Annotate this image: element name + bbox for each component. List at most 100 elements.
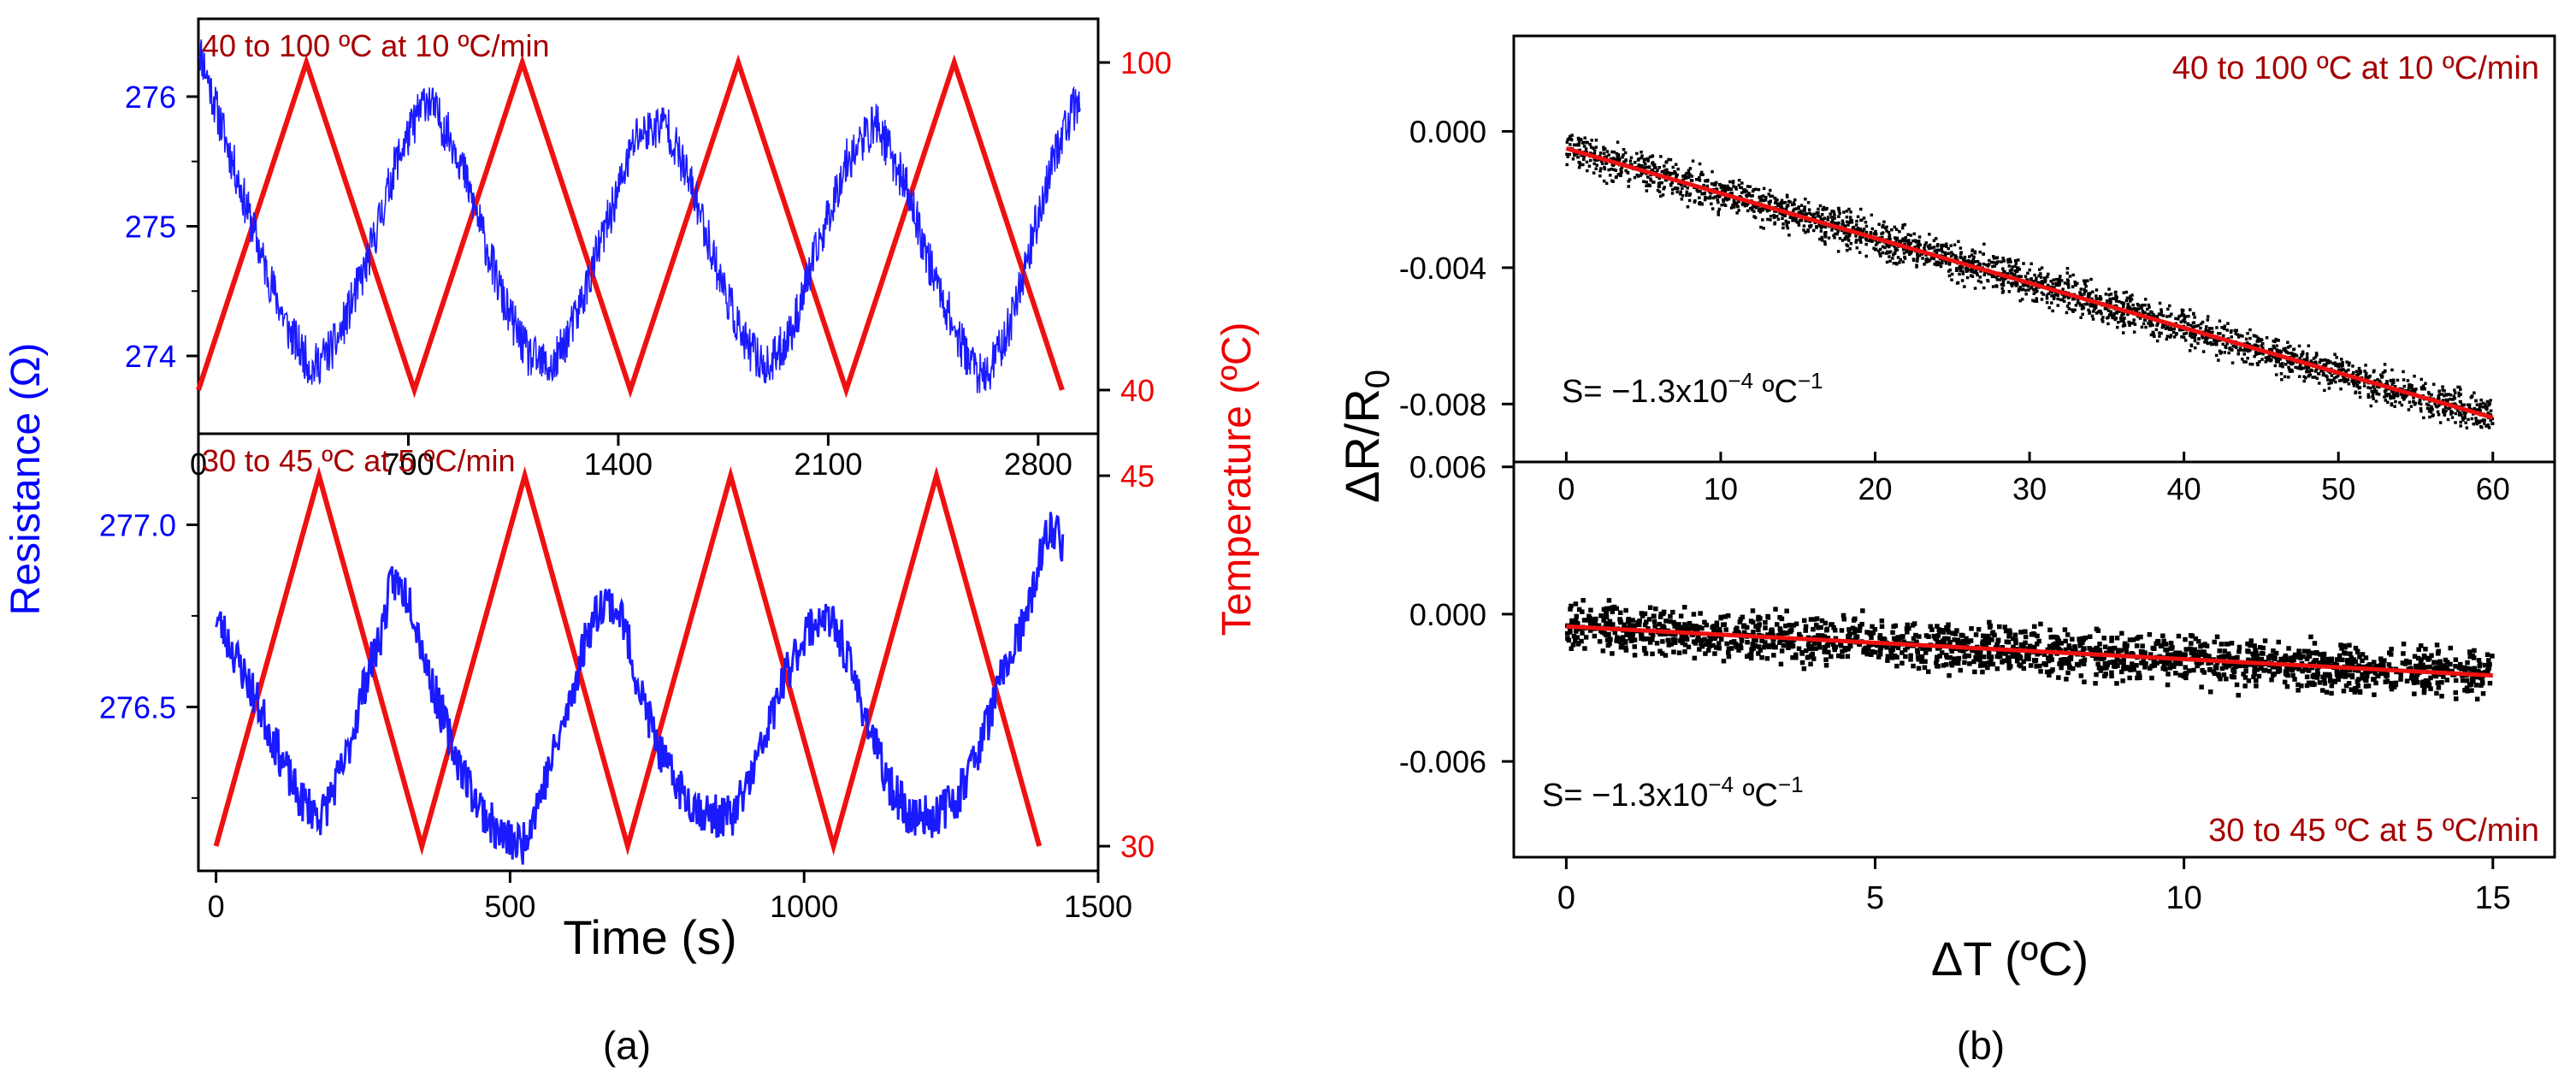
scatter-point bbox=[1570, 133, 1574, 137]
scatter-point bbox=[1611, 180, 1615, 183]
scatter-point bbox=[1953, 631, 1959, 636]
scatter-point bbox=[1753, 637, 1758, 643]
scatter-point bbox=[1991, 264, 1994, 269]
scatter-point bbox=[2070, 636, 2075, 642]
scatter-point bbox=[2038, 268, 2041, 271]
scatter-point bbox=[1580, 141, 1585, 145]
scatter-point bbox=[2061, 287, 2065, 291]
scatter-point bbox=[2335, 356, 2338, 359]
scatter-point bbox=[1822, 649, 1827, 654]
scatter-point bbox=[2428, 415, 2431, 419]
scatter-point bbox=[2034, 290, 2037, 294]
scatter-point bbox=[1913, 632, 1918, 638]
scatter-point bbox=[2159, 310, 2164, 313]
scatter-point bbox=[2191, 650, 2196, 655]
scatter-point bbox=[2329, 690, 2334, 696]
scatter-point bbox=[2136, 307, 2141, 311]
scatter-point bbox=[2017, 258, 2020, 262]
scatter-point bbox=[1953, 243, 1957, 246]
resistance-axis-title: Resistance (Ω) bbox=[3, 343, 49, 616]
scatter-point bbox=[1573, 153, 1576, 157]
scatter-point bbox=[2433, 401, 2437, 405]
scatter-point bbox=[2018, 268, 2021, 271]
scatter-point bbox=[2307, 370, 2311, 374]
scatter-point bbox=[1695, 624, 1700, 630]
scatter-point bbox=[2461, 403, 2464, 406]
scatter-point bbox=[1702, 183, 1705, 187]
scatter-point bbox=[1846, 223, 1850, 227]
scatter-point bbox=[1817, 207, 1820, 211]
scatter-point bbox=[2027, 288, 2030, 292]
scatter-point bbox=[2132, 330, 2136, 334]
scatter-point bbox=[2440, 393, 2444, 396]
scatter-point bbox=[1657, 631, 1663, 637]
scatter-point bbox=[2070, 648, 2075, 654]
scatter-point bbox=[1924, 258, 1928, 262]
scatter-point bbox=[2047, 672, 2052, 678]
scatter-point bbox=[2094, 311, 2099, 315]
scatter-point bbox=[2216, 655, 2222, 660]
scatter-point bbox=[1947, 672, 1952, 678]
scatter-point bbox=[1917, 246, 1921, 251]
scatter-point bbox=[1726, 184, 1729, 188]
scatter-point bbox=[2204, 643, 2210, 648]
scatter-point bbox=[1750, 194, 1753, 198]
scatter-point bbox=[1776, 217, 1781, 222]
scatter-point bbox=[2211, 330, 2214, 334]
scatter-point bbox=[1594, 139, 1598, 142]
scatter-point bbox=[1827, 216, 1830, 219]
scatter-point bbox=[1677, 181, 1681, 186]
scatter-point bbox=[1754, 187, 1758, 191]
scatter-point bbox=[2318, 360, 2321, 364]
scatter-point bbox=[2318, 652, 2323, 657]
scatter-point bbox=[2288, 370, 2292, 373]
scatter-point bbox=[2273, 650, 2279, 656]
scatter-point bbox=[2171, 664, 2177, 669]
scatter-point bbox=[1665, 637, 1670, 643]
scatter-point bbox=[1783, 201, 1787, 204]
scatter-point bbox=[2486, 423, 2490, 427]
scatter-point bbox=[2413, 403, 2417, 406]
scatter-point bbox=[1865, 239, 1869, 242]
scatter-point bbox=[1838, 236, 1842, 240]
scatter-point bbox=[1935, 633, 1941, 638]
scatter-point bbox=[2006, 258, 2010, 262]
scatter-point bbox=[2046, 655, 2051, 660]
scatter-point bbox=[2021, 659, 2026, 665]
scatter-point bbox=[1870, 648, 1875, 654]
scatter-point bbox=[1610, 605, 1616, 610]
scatter-point bbox=[2384, 399, 2388, 402]
scatter-point bbox=[2013, 637, 2018, 642]
scatter-point bbox=[1781, 216, 1784, 221]
scatter-point bbox=[2410, 384, 2414, 388]
scatter-point bbox=[1845, 216, 1849, 219]
scatter-point bbox=[1992, 255, 1995, 258]
scatter-point bbox=[2226, 663, 2231, 669]
scatter-point bbox=[2338, 379, 2342, 382]
scatter-point bbox=[2093, 681, 2098, 686]
scatter-point bbox=[1681, 633, 1687, 639]
scatter-point bbox=[1689, 623, 1694, 629]
scatter-point bbox=[2327, 387, 2331, 390]
scatter-point bbox=[2347, 642, 2352, 648]
scatter-point bbox=[1700, 192, 1704, 196]
scatter-point bbox=[1844, 234, 1848, 239]
scatter-point bbox=[1915, 240, 1918, 244]
scatter-point bbox=[1879, 618, 1885, 624]
b-bottom-x-tick-label: 10 bbox=[2166, 880, 2202, 916]
scatter-point bbox=[1651, 154, 1655, 157]
scatter-point bbox=[1944, 262, 1948, 265]
scatter-point bbox=[1878, 252, 1882, 256]
scatter-point bbox=[1792, 201, 1795, 204]
scatter-point bbox=[2118, 299, 2121, 304]
scatter-point bbox=[2474, 696, 2480, 701]
scatter-point bbox=[2419, 407, 2423, 411]
scatter-point bbox=[1935, 646, 1941, 651]
scatter-point bbox=[1671, 165, 1675, 169]
scatter-point bbox=[2032, 624, 2037, 630]
scatter-point bbox=[1819, 618, 1825, 624]
scatter-point bbox=[2125, 296, 2130, 300]
scatter-point bbox=[1852, 630, 1858, 636]
scatter-point bbox=[1796, 646, 1802, 651]
scatter-point bbox=[1565, 152, 1569, 157]
